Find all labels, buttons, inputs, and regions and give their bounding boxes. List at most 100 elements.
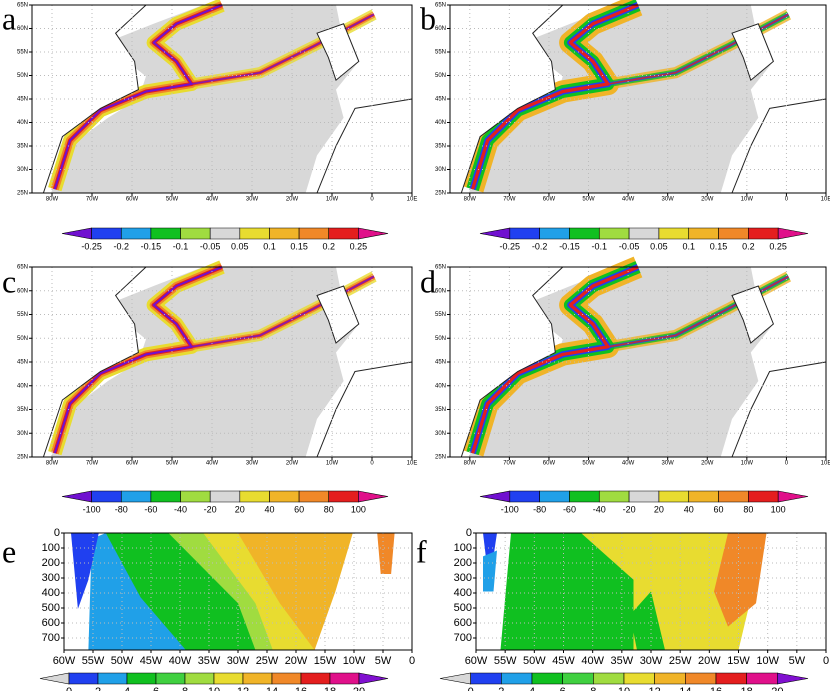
colorbar-label: 80 (743, 504, 753, 514)
x-tick-label: 40W (206, 461, 219, 467)
colorbar-label: 16 (295, 686, 307, 691)
x-tick-label: 0 (370, 461, 374, 467)
y-tick-label: 30N (435, 167, 446, 173)
colorbar-swatch (509, 227, 540, 240)
y-tick-label: 55N (435, 50, 446, 56)
colorbar-swatch (501, 672, 533, 685)
colorbar-swatch (718, 490, 749, 503)
x-tick-label: 25W (256, 655, 279, 667)
colorbar-label: 100 (771, 504, 786, 514)
x-tick-label: 10W (326, 197, 339, 203)
y-tick-label: 500 (454, 602, 472, 614)
x-tick-label: 50W (582, 197, 595, 203)
colorbar-label: -20 (623, 504, 636, 514)
colorbar-swatch (569, 227, 600, 240)
colorbar-swatch (91, 227, 122, 240)
y-tick-label: 35N (435, 144, 446, 150)
colorbar-label: 20 (654, 504, 664, 514)
colorbar-swatch (539, 490, 570, 503)
colorbar-swatch (439, 672, 471, 685)
y-tick-label: 45N (17, 360, 28, 366)
colorbar-swatch (777, 490, 809, 503)
colorbar-swatch (155, 672, 186, 685)
colorbar-swatch (269, 490, 300, 503)
coastline (731, 23, 774, 82)
colorbar-swatch (242, 672, 273, 685)
x-tick-label: 80W (464, 461, 477, 467)
colorbar-label: 14 (266, 686, 278, 691)
panel: d 80W 70W 60W 50W 40W 30W 20W 10W 0 10E 25N 30N 35N 40… (420, 256, 830, 514)
x-tick-label: 55W (82, 655, 105, 667)
colorbar-swatch (358, 490, 389, 503)
x-tick-label: 80W (464, 197, 477, 203)
colorbar-swatch (569, 490, 600, 503)
x-tick-label: 35W (611, 655, 634, 667)
x-tick-label: 55W (494, 655, 517, 667)
panel: e 60W 55W 50W 45W 40W 35W 30W 25W 20W 15W 10W 5W 0 0 10… (2, 527, 415, 691)
plot-frame (449, 266, 827, 458)
panel: b 80W 70W 60W 50W 40W 30W 20W 10W 0 10E 25N 30N 35N 40… (420, 0, 830, 251)
colorbar-swatch (658, 490, 690, 503)
colorbar-swatch (209, 490, 241, 503)
y-tick-label: 35N (17, 407, 28, 413)
colorbar-label: 0.1 (263, 241, 276, 251)
colorbar-label: 18 (324, 686, 336, 691)
x-tick-label: 10W (741, 461, 754, 467)
coastline (316, 23, 360, 82)
colorbar-swatch (688, 227, 719, 240)
colorbar-swatch (61, 490, 92, 503)
colorbar-label: 12 (237, 686, 249, 691)
colorbar-swatch (180, 490, 211, 503)
x-tick-label: 10W (343, 655, 366, 667)
x-tick-label: 40W (206, 197, 219, 203)
colorbar-label: 40 (264, 504, 274, 514)
y-tick-label: 50N (17, 73, 28, 79)
colorbar-swatch (91, 490, 122, 503)
x-tick-label: 5W (375, 655, 392, 667)
colorbar-swatch (68, 672, 99, 685)
y-tick-label: 40N (17, 383, 28, 389)
x-tick-label: 30W (662, 461, 675, 467)
colorbar-swatch (328, 227, 359, 240)
y-tick-label: 60N (17, 26, 28, 32)
plot-frame (31, 4, 413, 194)
colorbar-label: -0.15 (559, 241, 580, 251)
colorbar-swatch (539, 227, 570, 240)
y-tick-label: 65N (17, 265, 28, 271)
y-tick-label: 45N (435, 97, 446, 103)
x-tick-label: 50W (166, 461, 179, 467)
y-tick-label: 30N (17, 167, 28, 173)
coastline (316, 285, 360, 344)
colorbar-label: 8 (182, 686, 188, 691)
x-tick-label: 70W (86, 461, 99, 467)
y-tick-label: 200 (454, 557, 472, 569)
colorbar-label: 20 (771, 686, 783, 691)
x-tick-label: 30W (246, 197, 259, 203)
colorbar-label: 0.1 (682, 241, 695, 251)
y-tick-label: 35N (17, 144, 28, 150)
colorbar-label: 0.25 (350, 241, 368, 251)
colorbar-label: -80 (115, 504, 128, 514)
y-tick-label: 100 (454, 542, 472, 554)
panel-letter: b (420, 0, 436, 36)
colorbar-swatch (685, 672, 717, 685)
colorbar-swatch (271, 672, 302, 685)
colorbar-swatch (150, 227, 181, 240)
colorbar-label: 12 (649, 686, 661, 691)
y-tick-label: 25N (435, 455, 446, 461)
y-tick-label: 700 (454, 632, 472, 644)
colorbar-swatch (598, 490, 630, 503)
y-tick-label: 45N (435, 360, 446, 366)
x-tick-label: 25W (669, 655, 692, 667)
colorbar-swatch (509, 490, 540, 503)
x-tick-label: 30W (227, 655, 250, 667)
colorbar-label: 60 (714, 504, 724, 514)
colorbar-swatch (300, 672, 331, 685)
colorbar-label: 0.25 (769, 241, 787, 251)
colorbar-label: 0.05 (231, 241, 249, 251)
colorbar-swatch (126, 672, 157, 685)
y-tick-label: 300 (454, 572, 472, 584)
x-tick-label: 0 (409, 655, 415, 667)
colorbar-label: 10 (618, 686, 630, 691)
